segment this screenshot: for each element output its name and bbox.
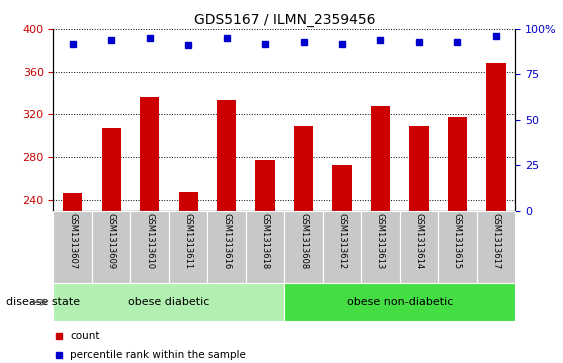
Bar: [284, 283, 515, 321]
Bar: [448, 117, 467, 363]
Bar: [371, 106, 390, 363]
Text: GSM1313618: GSM1313618: [261, 213, 270, 269]
Bar: [332, 165, 352, 363]
Bar: [294, 126, 313, 363]
Text: GSM1313607: GSM1313607: [68, 213, 77, 269]
Bar: [217, 99, 236, 363]
Text: GSM1313614: GSM1313614: [414, 213, 423, 269]
Text: GSM1313609: GSM1313609: [107, 213, 115, 269]
Bar: [178, 192, 198, 363]
Bar: [438, 211, 477, 283]
Bar: [92, 211, 131, 283]
Title: GDS5167 / ILMN_2359456: GDS5167 / ILMN_2359456: [194, 13, 375, 26]
Bar: [131, 211, 169, 283]
Text: GSM1313613: GSM1313613: [376, 213, 385, 269]
Text: count: count: [70, 331, 100, 341]
Text: GSM1313615: GSM1313615: [453, 213, 462, 269]
Bar: [256, 160, 275, 363]
Bar: [400, 211, 438, 283]
Bar: [101, 129, 121, 363]
Text: GSM1313616: GSM1313616: [222, 213, 231, 269]
Bar: [207, 211, 246, 283]
Bar: [361, 211, 400, 283]
Text: disease state: disease state: [6, 297, 80, 307]
Text: obese non-diabetic: obese non-diabetic: [347, 297, 453, 307]
Bar: [63, 193, 82, 363]
Text: GSM1313612: GSM1313612: [338, 213, 346, 269]
Bar: [477, 211, 515, 283]
Bar: [169, 211, 207, 283]
Bar: [323, 211, 361, 283]
Text: GSM1313610: GSM1313610: [145, 213, 154, 269]
Bar: [284, 211, 323, 283]
Bar: [409, 126, 428, 363]
Bar: [53, 283, 284, 321]
Bar: [53, 211, 92, 283]
Text: obese diabetic: obese diabetic: [128, 297, 209, 307]
Text: GSM1313608: GSM1313608: [299, 213, 308, 269]
Text: GSM1313611: GSM1313611: [184, 213, 193, 269]
Text: percentile rank within the sample: percentile rank within the sample: [70, 350, 246, 360]
Bar: [486, 63, 506, 363]
Text: GSM1313617: GSM1313617: [491, 213, 501, 269]
Bar: [140, 97, 159, 363]
Bar: [246, 211, 284, 283]
